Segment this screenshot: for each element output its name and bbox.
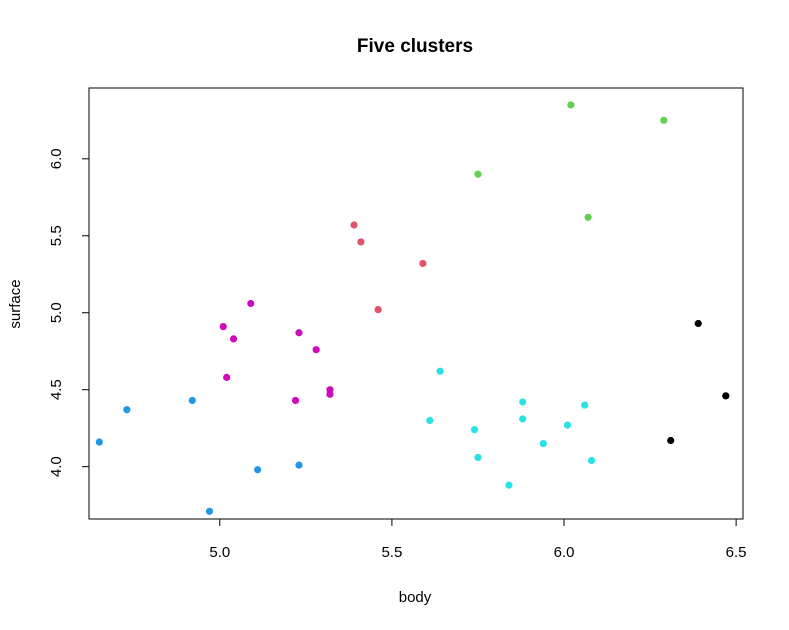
data-point-cluster-3 [357,238,365,246]
data-point-cluster-3 [374,306,382,314]
data-point-cluster-2 [247,299,255,308]
data-point-cluster-5 [470,426,479,434]
data-point-cluster-5 [563,421,572,429]
data-point-cluster-5 [581,401,589,409]
y-tick-label: 4.0 [48,456,65,477]
data-point-cluster-2 [223,373,231,381]
data-point-cluster-1 [254,466,262,474]
data-point-cluster-5 [474,453,482,462]
y-axis-label: surface [7,279,24,328]
data-point-cluster-2 [291,396,300,405]
x-axis: 5.0 5.5 6.0 6.5 [209,518,747,561]
x-axis-label: body [399,589,432,606]
data-point-cluster-3 [350,221,358,229]
data-point-cluster-5 [587,456,596,465]
x-tick-label: 5.5 [381,544,402,561]
data-point-cluster-1 [188,396,196,405]
data-point-cluster-5 [426,416,434,425]
data-point-cluster-4 [584,213,592,221]
data-point-cluster-5 [519,398,527,406]
data-points [95,101,730,515]
data-point-cluster-5 [505,481,513,489]
data-point-cluster-1 [205,507,214,515]
data-point-cluster-5 [519,415,527,423]
chart-title: Five clusters [357,36,473,57]
data-point-cluster-1 [123,406,131,414]
x-tick-label: 6.0 [554,544,575,561]
data-point-cluster-1 [295,461,303,469]
data-point-cluster-4 [567,101,575,109]
y-tick-label: 4.5 [48,379,65,400]
data-point-cluster-2 [219,322,227,331]
data-point-cluster-2 [326,390,334,398]
plot-frame [88,87,744,520]
x-tick-label: 5.0 [209,544,230,561]
data-point-cluster-3 [419,259,427,268]
data-point-cluster-4 [474,170,482,178]
data-point-cluster-2 [229,335,238,343]
data-point-cluster-6 [694,319,702,328]
y-tick-label: 5.5 [48,225,65,246]
data-point-cluster-6 [667,436,675,445]
y-axis: 4.0 4.5 5.0 5.5 6.0 [48,148,90,477]
data-point-cluster-4 [660,116,668,124]
data-point-cluster-1 [95,438,103,446]
data-point-cluster-5 [539,439,547,448]
data-point-cluster-2 [312,346,320,354]
x-tick-label: 6.5 [726,544,747,561]
y-tick-label: 6.0 [48,148,65,169]
data-point-cluster-2 [295,329,303,337]
y-tick-label: 5.0 [48,302,65,323]
data-point-cluster-5 [436,367,444,375]
data-point-cluster-6 [722,392,730,400]
